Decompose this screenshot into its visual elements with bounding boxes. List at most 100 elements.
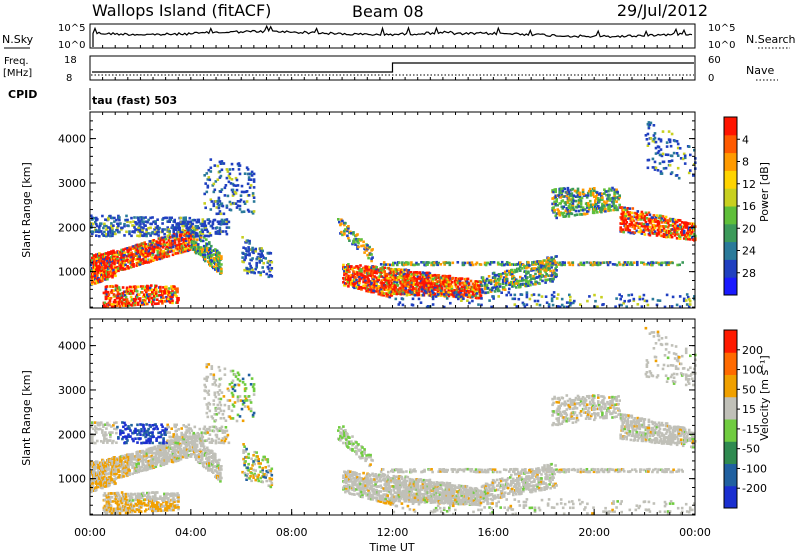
range-cell <box>93 256 96 260</box>
range-cell <box>483 261 487 265</box>
range-cell <box>93 258 96 261</box>
range-cell <box>649 221 653 225</box>
range-cell <box>651 166 655 169</box>
range-cell <box>622 222 625 225</box>
range-cell <box>97 466 100 469</box>
range-cell <box>232 192 236 196</box>
range-cell <box>661 152 665 156</box>
colorbar-tick-label: 12 <box>742 178 756 191</box>
range-cell <box>126 300 130 304</box>
range-cell <box>108 467 111 471</box>
range-cell <box>555 198 558 201</box>
range-cell <box>460 295 463 299</box>
range-cell <box>352 274 355 277</box>
range-cell <box>475 282 479 285</box>
range-cell <box>433 286 437 290</box>
range-cell <box>204 224 208 228</box>
range-cell <box>117 224 120 228</box>
range-cell <box>405 263 408 266</box>
range-cell <box>387 287 391 291</box>
range-cell <box>156 452 160 456</box>
range-cell <box>248 239 251 243</box>
range-cell <box>210 258 213 261</box>
range-cell <box>99 266 102 269</box>
range-cell <box>144 257 147 261</box>
range-cell <box>431 291 435 294</box>
range-cell <box>433 284 437 287</box>
range-cell <box>103 463 106 466</box>
range-cell <box>664 153 668 156</box>
range-cell <box>116 226 119 229</box>
range-cell <box>426 289 430 293</box>
range-cell <box>555 255 558 258</box>
range-cell <box>448 261 452 265</box>
range-cell <box>233 190 237 194</box>
range-cell <box>177 224 180 228</box>
range-cell <box>96 224 99 228</box>
freq-panel: Freq. [MHz] 18 8 60 0 Nave <box>3 55 778 84</box>
range-cell <box>246 267 249 271</box>
range-cell <box>170 297 173 301</box>
range-cell <box>178 228 181 231</box>
freq-label: Freq. <box>4 56 29 67</box>
range-cell <box>153 243 157 246</box>
range-cell <box>144 255 147 258</box>
range-cell <box>148 467 152 470</box>
range-cell <box>621 216 624 219</box>
range-cell <box>118 304 122 308</box>
range-cell <box>250 210 254 214</box>
range-cell <box>108 272 111 276</box>
range-cell <box>171 448 175 452</box>
range-cell <box>657 137 661 141</box>
range-cell <box>652 134 656 137</box>
range-cell <box>368 265 371 269</box>
range-cell <box>166 252 170 256</box>
range-cell <box>145 234 148 238</box>
range-cell <box>639 212 643 216</box>
range-cell <box>579 303 582 306</box>
range-cell <box>173 226 176 229</box>
range-cell <box>545 301 549 304</box>
range-cell <box>149 463 153 466</box>
range-cell <box>567 204 571 208</box>
range-cell <box>132 224 135 227</box>
range-cell <box>165 456 169 459</box>
range-cell <box>421 288 425 291</box>
range-cell <box>659 214 663 218</box>
range-cell <box>92 280 95 283</box>
range-cell <box>161 222 164 225</box>
range-cell <box>113 262 116 266</box>
range-cell <box>167 228 170 231</box>
range-cell <box>462 284 466 287</box>
range-cell <box>550 293 554 297</box>
range-cell <box>251 257 254 260</box>
range-cell <box>106 259 109 263</box>
range-cell <box>468 301 471 305</box>
range-cell <box>161 445 165 449</box>
colorbar-tick-label: 28 <box>742 267 756 280</box>
range-cell <box>239 198 243 202</box>
range-cell <box>669 218 673 221</box>
range-cell <box>252 178 256 181</box>
range-cell <box>535 262 538 265</box>
range-cell <box>682 297 686 301</box>
range-cell <box>189 236 193 240</box>
range-cell <box>113 298 117 302</box>
range-cell <box>143 220 146 224</box>
range-cell <box>234 184 238 187</box>
range-cell <box>346 274 349 277</box>
range-cell <box>104 274 107 277</box>
range-cell <box>162 255 166 259</box>
range-cell <box>588 187 592 191</box>
range-cell <box>557 263 560 266</box>
range-cell <box>105 285 109 288</box>
range-cell <box>347 268 350 272</box>
range-cell <box>178 226 181 230</box>
range-cell <box>135 471 138 474</box>
range-cell <box>615 206 618 209</box>
range-cell <box>628 211 632 214</box>
range-cell <box>252 251 255 255</box>
range-cell <box>392 281 396 285</box>
range-cell <box>489 290 493 293</box>
range-cell <box>209 158 213 161</box>
